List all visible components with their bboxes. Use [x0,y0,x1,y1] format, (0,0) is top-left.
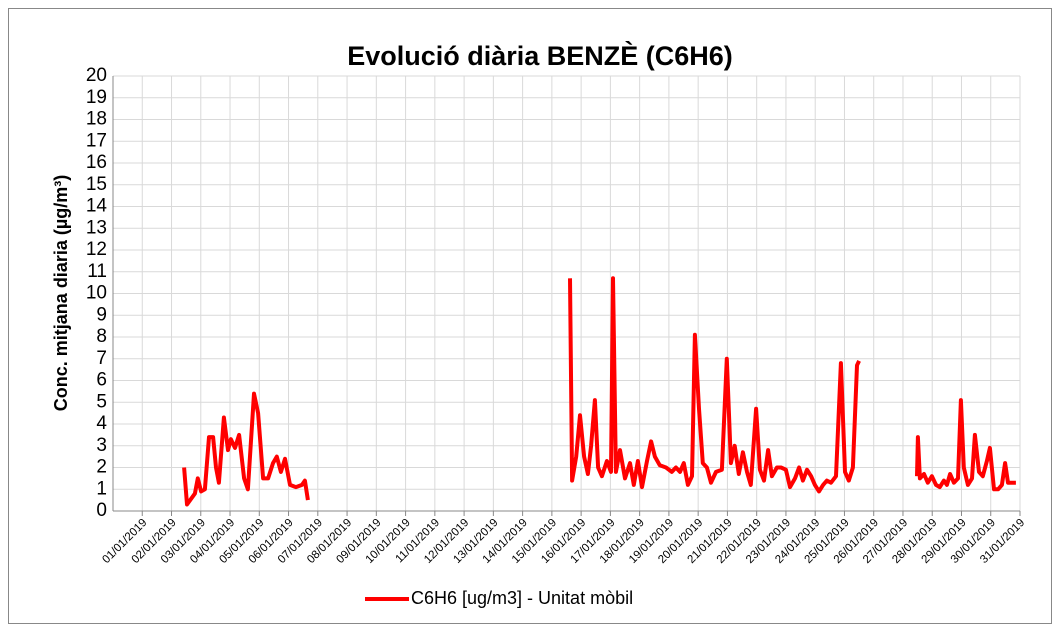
y-tick-label: 3 [96,435,107,456]
y-tick-label: 15 [86,174,107,195]
y-tick-label: 7 [96,348,107,369]
y-tick-label: 18 [86,109,107,130]
y-axis-label: Conc. mitjana diaria (µg/m³) [51,175,71,411]
y-tick-label: 14 [86,196,108,217]
y-tick-label: 5 [96,391,107,412]
y-tick-label: 17 [86,130,107,151]
y-tick-label: 6 [96,370,107,391]
y-tick-label: 0 [96,500,107,521]
y-tick-label: 12 [86,239,107,260]
legend-label: C6H6 [ug/m3] - Unitat mòbil [411,588,633,608]
y-tick-label: 2 [96,457,107,478]
y-tick-label: 4 [96,413,107,434]
y-tick-label: 11 [87,261,107,282]
y-tick-label: 1 [96,478,107,499]
y-tick-label: 16 [86,152,107,173]
y-tick-label: 13 [86,217,107,238]
chart-title: Evolució diària BENZÈ (C6H6) [347,40,733,71]
y-tick-label: 9 [96,304,107,325]
y-tick-label: 20 [86,65,107,86]
data-line [182,276,1016,507]
y-tick-label: 8 [96,326,107,347]
chart-frame [8,8,1052,624]
y-tick-label: 10 [86,283,107,304]
y-tick-label: 19 [86,87,107,108]
